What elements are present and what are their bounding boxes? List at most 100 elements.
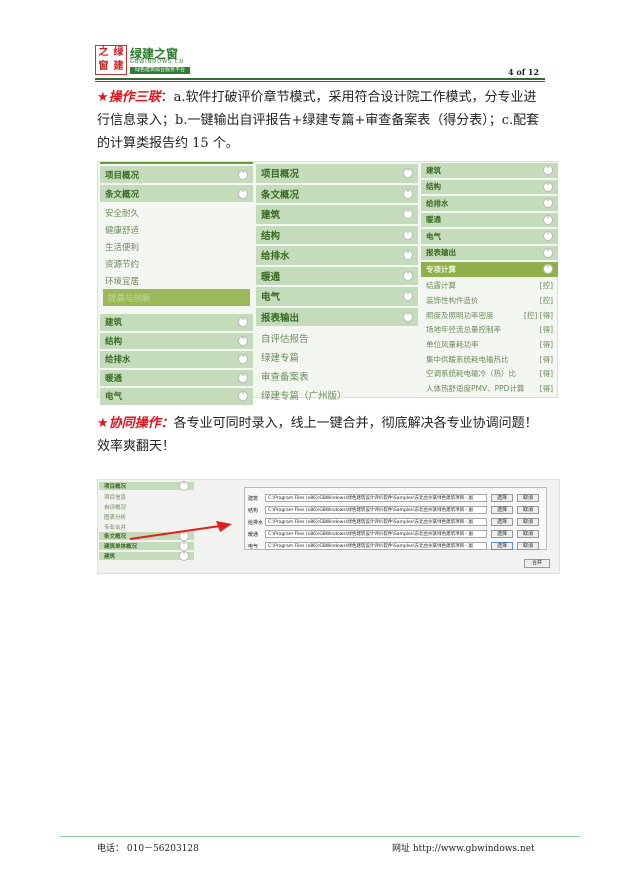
chevron-down-icon: ˅ <box>179 551 189 561</box>
menu-item[interactable]: 结露计算 [控] <box>421 279 558 294</box>
menu-item-label: 项目信息 <box>104 495 127 501</box>
menu-header[interactable]: 暖通 ˅ <box>256 266 418 285</box>
menu-header-label: 暖通 <box>426 215 441 225</box>
menu-item[interactable]: 专业合并 <box>99 522 194 532</box>
chevron-down-icon: ˅ <box>238 317 248 328</box>
menu-item-label: 结露计算 <box>426 281 456 291</box>
menu-header[interactable]: 暖通 ˅ <box>100 369 253 386</box>
menu-header[interactable]: 给排水 ˅ <box>421 196 558 211</box>
menu-item[interactable]: 自评估报告 <box>256 328 418 347</box>
chevron-up-icon: ˄ <box>543 264 553 275</box>
menu-item[interactable]: 图表分析 <box>99 512 194 522</box>
chevron-down-icon: ˅ <box>403 250 413 261</box>
menu-header[interactable]: 建筑 ˅ <box>100 314 253 331</box>
menu-header[interactable]: 结构 ˅ <box>100 332 253 349</box>
menu-item[interactable]: 照度及照明功率密度 [控] [得] <box>421 308 558 323</box>
page-number: 4 of 12 <box>508 67 540 77</box>
select-button[interactable]: 选择 <box>491 530 513 538</box>
select-button[interactable]: 选择 <box>491 518 513 526</box>
menu-header[interactable]: 给排水 ˅ <box>100 351 253 368</box>
chevron-down-icon: ˅ <box>403 209 413 220</box>
menu-header-label: 建筑单体概况 <box>104 544 138 550</box>
menu-item-label: 场地年径流总量控制率 <box>426 325 501 335</box>
menu-column-1: 项目概况 ˅ 条文概况 ˄ 安全耐久 健康舒适生活便利资源节约 环境宜居 提高与创新建筑 ˅ 结构… <box>100 162 253 405</box>
menu-item[interactable]: 人体热舒适度PMV、PPD计算 [得] <box>421 381 558 396</box>
menu-header[interactable]: 结构 ˅ <box>256 225 418 244</box>
select-button[interactable]: 选择 <box>491 494 513 502</box>
path-input[interactable]: C:\Program Files (x86)\GBWindows\绿色建筑设计评… <box>265 530 487 538</box>
path-input[interactable]: C:\Program Files (x86)\GBWindows\绿色建筑设计评… <box>265 494 487 502</box>
cancel-button[interactable]: 取消 <box>517 530 539 538</box>
menu-item[interactable]: 审查备案表 <box>256 366 418 385</box>
menu-header[interactable]: 建筑 ˅ <box>421 163 558 178</box>
menu-header[interactable]: 建筑 ˅ <box>99 551 194 561</box>
cancel-button[interactable]: 取消 <box>517 506 539 514</box>
chevron-down-icon: ˅ <box>238 354 248 365</box>
menu-item[interactable]: 空调系统耗电输冷（热）比 [得] <box>421 367 558 382</box>
select-button[interactable]: 选择 <box>491 542 513 550</box>
menu-header[interactable]: 条文概况 ˅ <box>256 184 418 203</box>
menu-header[interactable]: 报表输出 ˅ <box>421 245 558 260</box>
menu-item[interactable]: 资源节约 <box>100 255 253 272</box>
menu-header[interactable]: 结构 ˅ <box>421 179 558 194</box>
menu-header-label: 建筑 <box>426 165 441 175</box>
menu-item[interactable]: 健康舒适 <box>100 221 253 238</box>
menu-header[interactable]: 项目概况 ˅ <box>100 166 253 183</box>
menu-header[interactable]: 电气 ˅ <box>256 287 418 306</box>
menu-header-label: 项目概况 <box>261 169 300 181</box>
select-button[interactable]: 选择 <box>491 506 513 514</box>
menu-column-3: 建筑 ˅ 结构 ˅ 给排水 ˅ 暖通 ˅ 电气 ˅ 报表输出 ˅ 专项计算 ˄ 结露计算 [控] 装饰性构件造价… <box>421 162 558 397</box>
footer-phone: 电话： 010－56203128 <box>97 844 199 854</box>
menu-item[interactable]: 单位风量耗功率 [得] <box>421 337 558 352</box>
menu-header-label: 给排水 <box>261 251 290 263</box>
path-input[interactable]: C:\Program Files (x86)\GBWindows\绿色建筑设计评… <box>265 542 487 550</box>
menu-item[interactable]: 场地年径流总量控制率 [得] <box>421 323 558 338</box>
menu-header-label: 结构 <box>261 230 281 242</box>
path-input[interactable]: C:\Program Files (x86)\GBWindows\绿色建筑设计评… <box>265 518 487 526</box>
menu-header[interactable]: 暖通 ˅ <box>421 212 558 227</box>
menu-item[interactable]: 提高与创新 <box>103 289 250 306</box>
menu-item[interactable]: 装饰性构件造价 [控] <box>421 293 558 308</box>
chevron-down-icon: ˅ <box>543 231 553 242</box>
menu-header[interactable]: 给排水 ˅ <box>256 246 418 265</box>
menu-header-label: 暖通 <box>105 373 123 384</box>
menu-header-label: 条文概况 <box>261 189 300 201</box>
menu-header[interactable]: 电气 ˅ <box>421 229 558 244</box>
menu-header[interactable]: 建筑单体概况 ˅ <box>99 541 194 551</box>
menu-item[interactable]: 绿建专篇（广州版） <box>256 385 418 404</box>
footer-divider <box>60 836 580 837</box>
menu-item-label: 人体热舒适度PMV、PPD计算 <box>426 384 525 394</box>
logo-text: 绿建之窗 <box>130 47 179 61</box>
menu-item[interactable]: 自评概况 <box>99 502 194 512</box>
logo-slogan: 绿色建筑综合服务平台 <box>130 67 190 74</box>
chevron-down-icon: ˅ <box>238 391 248 402</box>
menu-header[interactable]: 报表输出 ˄ <box>256 307 418 326</box>
menu-item[interactable]: 绿建专篇 <box>256 347 418 366</box>
spacer <box>245 488 546 491</box>
merge-button[interactable]: 合并 <box>524 559 550 568</box>
menu-header[interactable]: 建筑 ˅ <box>256 205 418 224</box>
footer-website[interactable]: 网址 http://www.gbwindows.net <box>392 844 535 854</box>
menu-header[interactable]: 项目概况 ˅ <box>256 164 418 183</box>
path-input[interactable]: C:\Program Files (x86)\GBWindows\绿色建筑设计评… <box>265 506 487 514</box>
menu-header[interactable]: 电气 ˅ <box>100 388 253 405</box>
menu-header[interactable]: 专项计算 ˄ <box>421 262 558 277</box>
chevron-up-icon: ˄ <box>238 188 248 199</box>
menu-header-label: 条文概况 <box>105 189 140 200</box>
menu-item[interactable]: 生活便利 <box>100 238 253 255</box>
menu-item-tag: [得] <box>539 340 553 350</box>
menu-item[interactable]: 项目信息 <box>99 492 194 502</box>
cancel-button[interactable]: 取消 <box>517 518 539 526</box>
menu-item[interactable]: 安全耐久 <box>100 204 253 221</box>
menu-item[interactable]: 环境宜居 <box>100 272 253 289</box>
menu-item[interactable]: 集中供暖系统耗电输热比 [得] <box>421 352 558 367</box>
cancel-button[interactable]: 取消 <box>517 542 539 550</box>
menu-header[interactable]: 条文概况 ˄ <box>100 185 253 202</box>
menu-header[interactable]: 项目概况 ˅ <box>99 481 194 491</box>
menu-item-label: 生活便利 <box>105 242 140 253</box>
menu-header-label: 建筑 <box>104 554 116 560</box>
section2-text: 各专业可同时录入，线上一键合并，彻底解决各专业协调问题！效率爽翻天！ <box>97 416 538 454</box>
menu-column-2: 项目概况 ˅ 条文概况 ˅ 建筑 ˅ 结构 ˅ 给排水 ˅ 暖通 ˅ 电气 ˅ 报表输出 ˄ 自评估报告 绿建专篇… <box>256 162 418 402</box>
cancel-button[interactable]: 取消 <box>517 494 539 502</box>
screenshot-merge: 项目概况 ˅ 项目信息 自评概况 图表分析 专业合并 条文概况 ˅ 建筑单体概况 ˅ 建筑 ˅ 建筑 C… <box>97 479 560 574</box>
